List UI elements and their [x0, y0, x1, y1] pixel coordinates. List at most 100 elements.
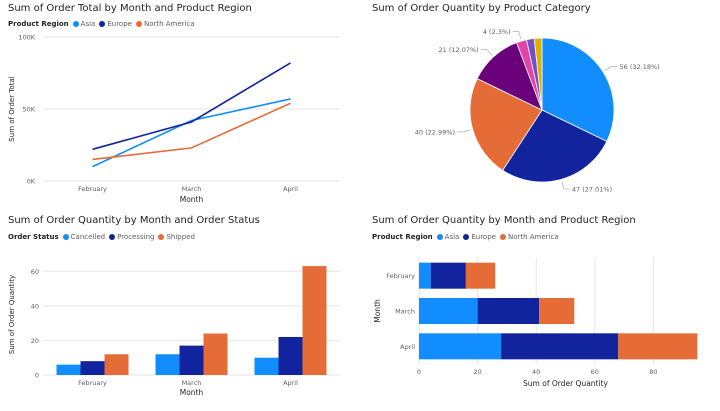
bar-segment-asia — [419, 298, 478, 324]
bar-shipped — [203, 333, 228, 375]
legend-dot — [72, 21, 79, 27]
x-tick-label: February — [78, 379, 107, 387]
legend-title: Product Region — [8, 20, 69, 28]
legend-item-processing[interactable]: Processing — [109, 233, 154, 241]
bar-segment-europe — [501, 333, 619, 360]
pie-slice — [541, 37, 615, 142]
line-chart-svg[interactable]: 0K 50K 100K February March April Month Sum of O… — [8, 0, 348, 205]
bar-segment-asia — [419, 262, 431, 289]
pie-slice — [533, 37, 543, 111]
series-line-europe — [92, 62, 291, 151]
pie-leader-line — [480, 49, 493, 56]
chart-legend: Product Region Asia Europe North America — [8, 20, 199, 28]
legend-label: Europe — [471, 233, 496, 241]
chart-title: Sum of Order Quantity by Month and Order… — [8, 215, 260, 226]
pie-leader-line — [512, 31, 522, 40]
bar-segment-europe — [477, 298, 540, 324]
bar-segment-europe — [430, 262, 466, 289]
bar-cancelled — [56, 364, 81, 375]
pie-chart-panel: Sum of Order Quantity by Product Categor… — [372, 0, 717, 205]
x-axis-title: Month — [180, 195, 204, 204]
legend-item-shipped[interactable]: Shipped — [158, 233, 195, 241]
x-tick-label: 40 — [532, 368, 540, 376]
legend-item-asia[interactable]: Asia — [436, 233, 460, 241]
legend-dot — [99, 21, 106, 27]
legend-label: Shipped — [166, 233, 195, 241]
legend-title: Product Region — [372, 233, 433, 241]
series-line-north-america — [92, 102, 291, 161]
legend-dot — [135, 21, 142, 27]
column-chart-panel: Sum of Order Quantity by Month and Order… — [8, 212, 348, 411]
bar-segment-asia — [419, 333, 502, 360]
series-line-asia — [92, 98, 291, 168]
pie-data-label: 47 (27.01%) — [572, 186, 612, 194]
legend-item-europe[interactable]: Europe — [463, 233, 496, 241]
legend-title: Order Status — [8, 233, 59, 241]
pie-leader-line — [604, 66, 618, 71]
x-axis-title: Sum of Order Quantity — [523, 379, 608, 388]
pie-leader-line — [561, 181, 570, 190]
y-tick-label: 50K — [22, 106, 35, 114]
legend-item-north-america[interactable]: North America — [499, 233, 559, 241]
chart-legend: Order Status Cancelled Processing Shippe… — [8, 233, 199, 241]
x-tick-label: April — [283, 185, 298, 193]
pie-data-label: 56 (32.18%) — [619, 63, 659, 71]
y-tick-label: February — [386, 272, 415, 280]
pie-data-label: 21 (12.07%) — [438, 46, 478, 54]
chart-legend: Product Region Asia Europe North America — [372, 233, 563, 241]
pie-chart-svg[interactable]: 56 (32.18%) 47 (27.01%) 40 (22.99%) 21 (12.… — [372, 0, 717, 205]
chart-title: Sum of Order Total by Month and Product … — [8, 3, 252, 14]
x-tick-label: 60 — [591, 368, 599, 376]
legend-item-cancelled[interactable]: Cancelled — [62, 233, 106, 241]
pie-slice — [502, 109, 608, 183]
bar-processing — [80, 361, 105, 375]
legend-label: Processing — [117, 233, 155, 241]
legend-dot — [436, 234, 443, 240]
legend-item-europe[interactable]: Europe — [99, 20, 132, 28]
column-chart-svg[interactable]: 0 20 40 60 February March April Month Sum of Ord… — [8, 212, 348, 411]
y-axis-title: Sum of Order Quantity — [8, 275, 16, 354]
legend-label: North America — [507, 233, 559, 241]
x-tick-label: March — [182, 185, 202, 193]
legend-item-asia[interactable]: Asia — [72, 20, 95, 28]
y-tick-label: April — [400, 343, 415, 351]
y-tick-label: March — [395, 308, 415, 316]
y-tick-label: 60 — [31, 268, 39, 276]
x-tick-label: 20 — [473, 368, 481, 376]
legend-dot — [158, 234, 165, 240]
bar-processing — [278, 336, 303, 375]
legend-dot — [62, 234, 69, 240]
legend-dot — [463, 234, 470, 240]
x-axis-title: Month — [180, 388, 204, 397]
legend-label: Cancelled — [70, 233, 106, 241]
legend-item-north-america[interactable]: North America — [135, 20, 195, 28]
x-tick-label: March — [182, 379, 202, 387]
bar-shipped — [302, 266, 327, 375]
x-tick-label: April — [283, 379, 298, 387]
bar-shipped — [104, 354, 129, 375]
legend-label: Asia — [444, 233, 460, 241]
chart-title: Sum of Order Quantity by Month and Produ… — [372, 215, 636, 226]
legend-dot — [109, 234, 116, 240]
bar-segment-north-america — [465, 262, 496, 289]
y-tick-label: 20 — [31, 337, 39, 345]
stacked-bar-chart-panel: Sum of Order Quantity by Month and Produ… — [372, 212, 717, 411]
x-tick-label: February — [78, 185, 107, 193]
stacked-bar-chart-svg[interactable]: 0 20 40 60 80 February March April Sum of Order … — [372, 212, 717, 411]
bar-cancelled — [155, 354, 180, 375]
x-tick-label: 80 — [649, 368, 657, 376]
chart-title: Sum of Order Quantity by Product Categor… — [372, 3, 591, 14]
y-tick-label: 0 — [35, 372, 39, 380]
x-tick-label: 0 — [417, 368, 421, 376]
line-chart-panel: Sum of Order Total by Month and Product … — [8, 0, 348, 205]
y-tick-label: 0K — [27, 178, 36, 186]
y-axis-title: Month — [373, 299, 382, 323]
y-axis-title: Sum of Order Total — [8, 76, 16, 141]
legend-label: North America — [143, 20, 195, 28]
bar-processing — [179, 345, 204, 375]
y-tick-label: 100K — [18, 34, 35, 42]
legend-dot — [499, 234, 506, 240]
pie-data-label: 4 (2.3%) — [483, 28, 511, 36]
bar-segment-north-america — [618, 333, 698, 360]
bar-segment-north-america — [539, 298, 575, 324]
